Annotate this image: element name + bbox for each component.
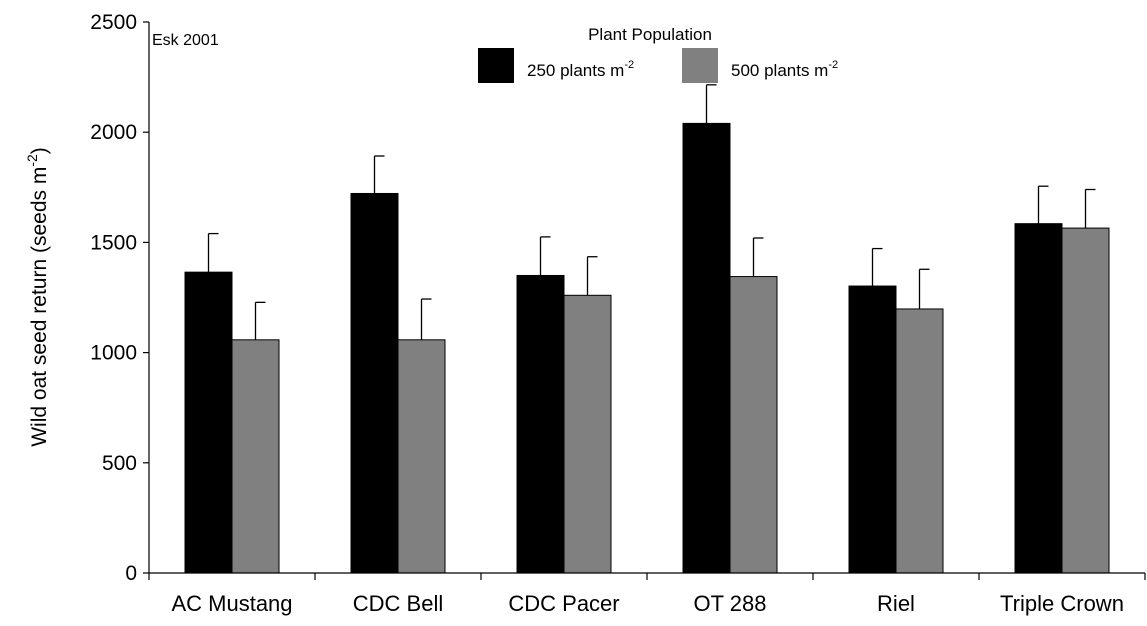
bar-series-0	[350, 192, 399, 574]
legend: Plant Population 250 plants m-2 500 plan…	[478, 25, 838, 83]
bar-series-1	[231, 339, 280, 574]
y-tick-label: 2500	[90, 11, 137, 34]
bar-series-1	[1061, 227, 1110, 574]
bar-series-0	[1014, 223, 1063, 574]
x-tick-label: CDC Pacer	[508, 591, 619, 616]
y-tick-label: 1000	[90, 342, 137, 365]
x-tick-label: Triple Crown	[1000, 591, 1124, 616]
x-tick-label: OT 288	[694, 591, 767, 616]
x-tick-label: CDC Bell	[353, 591, 443, 616]
y-tick-label: 1500	[90, 231, 137, 254]
y-tick-label: 2000	[90, 121, 137, 144]
x-tick-label: AC Mustang	[171, 591, 292, 616]
x-tick-label: Riel	[877, 591, 915, 616]
legend-title: Plant Population	[588, 25, 712, 44]
plot-area	[184, 84, 1110, 574]
bar-series-0	[682, 122, 731, 574]
bar-series-0	[516, 274, 565, 574]
bar-series-1	[895, 308, 944, 574]
x-ticks: AC Mustang CDC Bell CDC Pacer OT 288 Riel Tri…	[148, 573, 1146, 616]
legend-swatch-250	[478, 48, 514, 83]
axes	[148, 22, 1145, 574]
y-tick-label: 0	[125, 562, 137, 585]
chart-annotation: Esk 2001	[152, 32, 219, 49]
legend-label-250: 250 plants m-2	[527, 59, 634, 80]
bar-series-1	[397, 339, 446, 574]
bar-series-1	[563, 294, 612, 574]
bar-series-0	[848, 285, 897, 574]
bar-series-0	[184, 271, 233, 574]
y-ticks: 0 500 1000 1500 2000 2500	[90, 11, 149, 585]
legend-swatch-500	[682, 48, 718, 83]
legend-label-500: 500 plants m-2	[731, 59, 838, 80]
bar-series-1	[729, 276, 778, 574]
y-tick-label: 500	[102, 452, 137, 475]
y-axis-label: Wild oat seed return (seeds m-2)	[24, 147, 51, 447]
